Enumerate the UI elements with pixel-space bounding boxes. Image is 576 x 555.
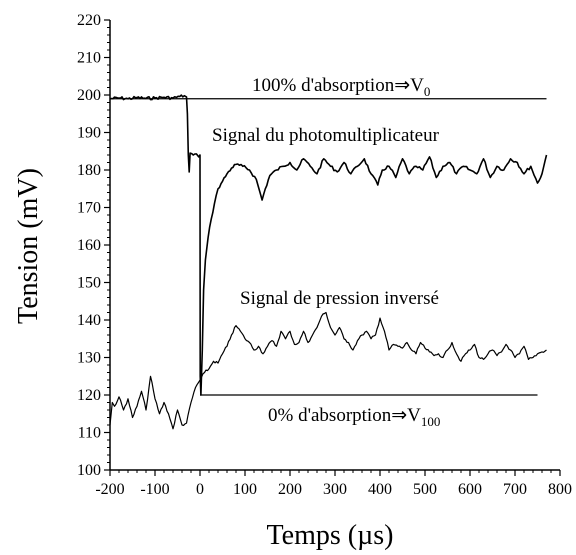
photomultiplier-signal-label: Signal du photomultiplicateur <box>212 125 440 146</box>
x-tick-label: 400 <box>368 481 392 498</box>
x-tick-label: 500 <box>413 481 437 498</box>
y-tick-label: 100 <box>77 462 101 479</box>
axis-ticks: 100 110 120 130 140 150 160 170 180 190 200 210 220 -… <box>77 12 572 498</box>
y-tick-label: 120 <box>77 387 101 404</box>
top-reference-label: 100% d'absorption⇒V0 <box>252 75 430 99</box>
y-tick-label: 180 <box>77 162 101 179</box>
y-tick-label: 130 <box>77 350 101 367</box>
x-tick-label: 100 <box>233 481 257 498</box>
x-axis-title: Temps (µs) <box>267 520 394 551</box>
x-tick-label: 700 <box>503 481 527 498</box>
x-tick-label: 0 <box>196 481 204 498</box>
y-tick-label: 200 <box>77 87 101 104</box>
pressure-signal-label: Signal de pression inversé <box>240 288 439 309</box>
pressure-signal-line <box>109 311 547 430</box>
top-reference-text: 100% d'absorption⇒V <box>252 75 424 96</box>
top-reference-subscript: 0 <box>424 84 431 99</box>
bottom-reference-text: 0% d'absorption⇒V <box>268 405 421 426</box>
y-tick-label: 160 <box>77 237 101 254</box>
photomultiplier-signal-line <box>109 94 548 396</box>
y-tick-label: 210 <box>77 50 101 67</box>
x-tick-label: 800 <box>548 481 572 498</box>
series-lines <box>109 94 548 430</box>
y-axis-title: Tension (mV) <box>13 168 44 324</box>
y-tick-label: 220 <box>77 12 101 29</box>
x-tick-label: 600 <box>458 481 482 498</box>
y-tick-label: 150 <box>77 275 101 292</box>
y-tick-label: 190 <box>77 125 101 142</box>
y-tick-label: 140 <box>77 312 101 329</box>
y-tick-label: 170 <box>77 200 101 217</box>
bottom-reference-subscript: 100 <box>421 414 441 429</box>
x-tick-label: -200 <box>95 481 124 498</box>
bottom-reference-label: 0% d'absorption⇒V100 <box>268 405 440 429</box>
x-tick-label: 200 <box>278 481 302 498</box>
y-tick-label: 110 <box>78 425 101 442</box>
x-tick-label: -100 <box>140 481 169 498</box>
x-tick-label: 300 <box>323 481 347 498</box>
reference-lines <box>110 98 547 396</box>
